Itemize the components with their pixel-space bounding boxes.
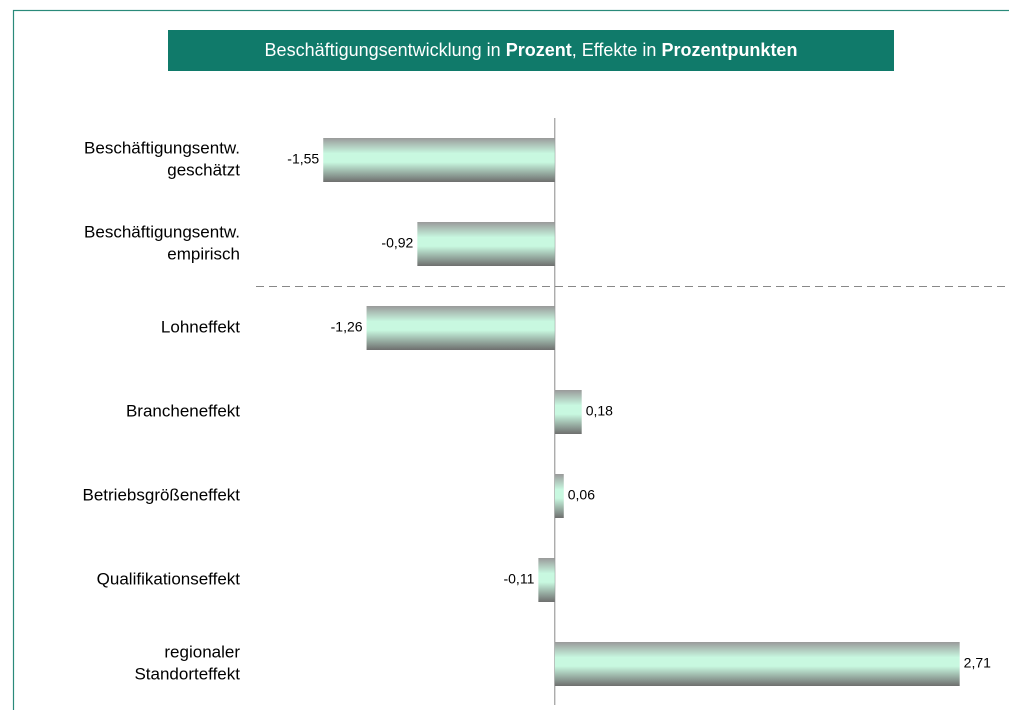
title-part: Beschäftigungsentwicklung in: [265, 40, 506, 60]
bar: [554, 390, 582, 434]
category-label: Qualifikationseffekt: [97, 569, 241, 588]
category-label: Beschäftigungsentw.: [84, 222, 240, 241]
bar: [366, 306, 555, 350]
frame: [12, 9, 1009, 710]
bar: [323, 138, 555, 182]
title-box: [168, 30, 894, 71]
value-label: -1,26: [331, 319, 363, 335]
title-part: Prozent: [506, 40, 572, 60]
category-label: Lohneffekt: [161, 317, 240, 336]
category-label: Betriebsgrößeneffekt: [83, 485, 241, 504]
category-label: Beschäftigungsentw.: [84, 138, 240, 157]
category-label: regionaler: [164, 642, 240, 661]
chart-title: Beschäftigungsentwicklung in Prozent, Ef…: [265, 40, 798, 60]
category-label: empirisch: [167, 244, 240, 263]
bar: [538, 558, 555, 602]
title-part: , Effekte in: [572, 40, 662, 60]
category-label: Brancheneffekt: [126, 401, 240, 420]
category-label: Standorteffekt: [134, 664, 240, 683]
bar: [417, 222, 555, 266]
title-part: Prozentpunkten: [661, 40, 797, 60]
bar: [554, 642, 960, 686]
bar: [554, 474, 564, 518]
category-label: geschätzt: [167, 160, 240, 179]
value-label: -0,11: [503, 571, 534, 587]
value-label: -0,92: [381, 235, 413, 251]
value-label: -1,55: [287, 151, 319, 167]
value-label: 0,18: [586, 403, 613, 419]
value-label: 2,71: [964, 655, 991, 671]
value-label: 0,06: [568, 487, 595, 503]
